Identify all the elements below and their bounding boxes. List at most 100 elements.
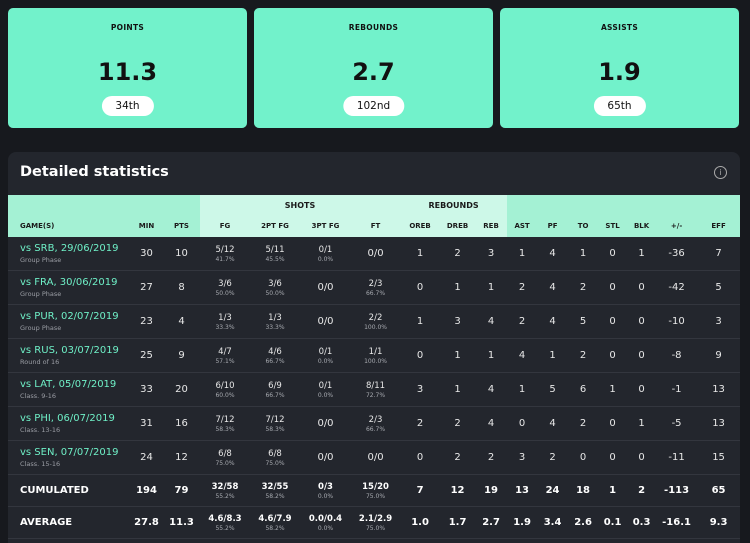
card-rank: 102nd (342, 96, 405, 116)
stat-cell: 0 (400, 440, 441, 475)
stat-cell: 11.3 (163, 506, 200, 539)
stat-percent: 58.3% (215, 425, 235, 433)
stat-cell: 0 (627, 440, 657, 475)
info-icon[interactable]: i (714, 166, 727, 179)
stat-cell: 3/6 50.0% (250, 270, 300, 305)
stat-cell: 0 (598, 338, 628, 373)
game-link[interactable]: vs RUS, 03/07/2019 (20, 345, 119, 356)
game-link[interactable]: vs PUR, 02/07/2019 (20, 311, 119, 322)
stat-cell: 2/3 66.7% (351, 406, 401, 441)
stat-percent: 75.0% (365, 492, 386, 500)
stat-main: 4.6/7.9 (258, 513, 292, 524)
stat-cell: 2/2 100.0% (351, 304, 401, 339)
column-header: FG (200, 215, 250, 237)
stat-cell: 6/10 60.0% (200, 372, 250, 407)
card-rank: 65th (593, 96, 646, 116)
stat-cell: 4 (163, 304, 200, 339)
column-header: PF (537, 215, 569, 237)
stat-percent: 66.7% (365, 289, 386, 297)
column-header: FT (351, 215, 401, 237)
header-cell (8, 195, 200, 215)
stat-cell: 4 (475, 372, 508, 407)
stat-cell: 0.0/0.4 0.0% (300, 506, 351, 539)
group-header: REBOUNDS (400, 195, 508, 215)
stat-cell: 15/20 75.0% (351, 474, 401, 507)
stat-cell: 2 (507, 270, 538, 305)
game-link[interactable]: vs LAT, 05/07/2019 (20, 379, 117, 390)
stat-cell: 13 (697, 406, 741, 441)
stat-cell: 0.1 (598, 506, 628, 539)
stat-cell: 4/6 66.7% (250, 338, 300, 373)
stat-main: 5/12 (215, 244, 235, 255)
stat-cell: 5 (697, 270, 741, 305)
game-link[interactable]: vs SEN, 07/07/2019 (20, 447, 119, 458)
stat-percent: 75.0% (265, 459, 285, 467)
column-header: MIN (130, 215, 163, 237)
stat-cell: 0.3 (627, 506, 657, 539)
stat-percent: 75.0% (365, 524, 386, 532)
column-header: REB (475, 215, 508, 237)
stat-cell: 5/11 45.5% (250, 237, 300, 271)
stat-cell: 0/0 (300, 406, 351, 441)
stat-cell: 1 (568, 237, 599, 271)
stat-cell: 16 (163, 406, 200, 441)
stat-cell: 4 (507, 338, 538, 373)
game-link[interactable]: vs SRB, 29/06/2019 (20, 243, 119, 254)
stat-cell: 1.7 (440, 506, 476, 539)
stats-table: SHOTS REBOUNDS GAME(S) MIN PTS FG 2PT FG 3PT FG… (8, 195, 741, 539)
stat-cell: 3 (475, 237, 508, 271)
stat-percent: 0.0% (317, 492, 334, 500)
stat-main: 2/3 (368, 278, 383, 289)
stat-cell: 0 (627, 270, 657, 305)
column-header: OREB (400, 215, 441, 237)
column-header: +/- (656, 215, 698, 237)
stat-cell: -11 (656, 440, 698, 475)
stat-cell: 0 (598, 440, 628, 475)
stat-main: 7/12 (215, 414, 235, 425)
stat-main: 15/20 (362, 481, 389, 492)
stat-cell: 27.8 (130, 506, 163, 539)
stat-cell: 1 (627, 406, 657, 441)
stat-cell: 1 (440, 338, 476, 373)
column-header: GAME(S) (8, 215, 130, 237)
stat-main: 8/11 (365, 380, 386, 391)
game-link[interactable]: vs PHI, 06/07/2019 (20, 413, 115, 424)
stat-cell: 24 (537, 474, 569, 507)
stat-main: 32/58 (211, 481, 239, 492)
stat-cell: 2 (400, 406, 441, 441)
game-link[interactable]: vs FRA, 30/06/2019 (20, 277, 118, 288)
stat-cell: 3/6 50.0% (200, 270, 250, 305)
stat-cell: 7 (697, 237, 741, 271)
stat-cell: 0 (568, 440, 599, 475)
stat-cell: -36 (656, 237, 698, 271)
stat-cell: 1 (627, 237, 657, 271)
card-label: POINTS (110, 23, 145, 32)
stat-cell: 1 (440, 372, 476, 407)
stat-cell: 2.6 (568, 506, 599, 539)
stat-percent: 58.2% (265, 492, 285, 500)
stat-main: 1/1 (368, 346, 383, 357)
game-row: vs RUS, 03/07/2019 Round of 16 25 9 4/7 57.1%… (8, 338, 741, 373)
stat-percent: 33.3% (215, 323, 235, 331)
stat-cell: 79 (163, 474, 200, 507)
column-header: BLK (627, 215, 657, 237)
stat-cell: 1 (400, 237, 441, 271)
stat-cell: 6 (568, 372, 599, 407)
stat-cell: 2 (440, 440, 476, 475)
stat-main: 0/1 (318, 346, 333, 357)
stat-cell: 2 (537, 440, 569, 475)
game-row: vs PHI, 06/07/2019 Class. 13-16 31 16 7/12 58… (8, 406, 741, 441)
stat-cell: -1 (656, 372, 698, 407)
stat-percent: 57.1% (215, 357, 235, 365)
stat-cell: 0/0 (351, 440, 401, 475)
stat-cell: 8 (163, 270, 200, 305)
stat-cell: 33 (130, 372, 163, 407)
stat-percent: 66.7% (365, 425, 386, 433)
stat-cell: -10 (656, 304, 698, 339)
stat-cell: 12 (440, 474, 476, 507)
card-value: 2.7 (352, 58, 395, 86)
stat-cell: 1 (598, 372, 628, 407)
card-value: 1.9 (598, 58, 641, 86)
stat-cell: 0 (627, 372, 657, 407)
stat-main: 4/6 (268, 346, 282, 357)
